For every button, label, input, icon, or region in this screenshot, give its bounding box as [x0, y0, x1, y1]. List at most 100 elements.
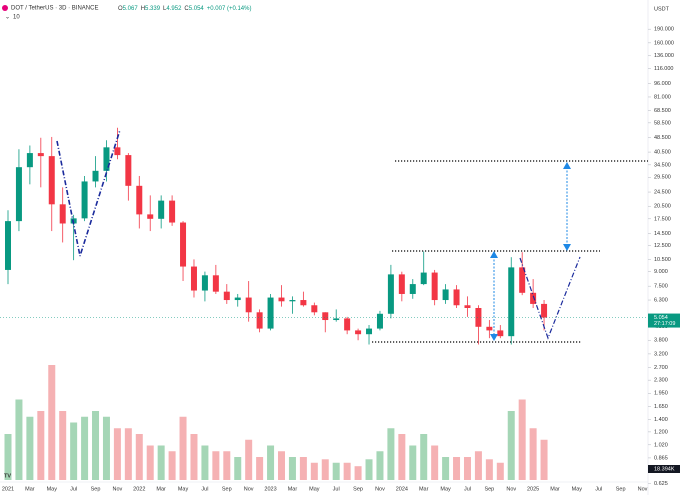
price-tag: 5.054 [654, 315, 668, 321]
y-tick-label: 6.300 [654, 297, 668, 303]
symbol-icon [2, 5, 8, 11]
y-tick-label: 1.020 [654, 442, 668, 448]
volume-bar [409, 445, 417, 480]
volume-bar [223, 451, 231, 480]
y-tick-label: 96.000 [654, 81, 671, 87]
volume-bar [15, 399, 23, 480]
candle-body [366, 328, 373, 335]
candle-body [541, 303, 548, 318]
y-tick-label: 2.700 [654, 365, 668, 371]
volume-bar [48, 365, 56, 480]
y-tick-label: 1.400 [654, 417, 668, 423]
volume-bar [135, 434, 143, 480]
x-tick-label: Jul [333, 486, 340, 492]
y-tick-label: 0.625 [654, 481, 668, 487]
volume-bar [267, 445, 275, 480]
volume-bar [26, 416, 34, 480]
x-tick-label: May [572, 486, 583, 492]
candle-body [431, 272, 438, 301]
candle-body [201, 275, 208, 291]
volume-bar [37, 411, 45, 480]
y-tick-label: 1.200 [654, 429, 668, 435]
volume-bar [190, 434, 198, 480]
y-tick-label: 3.200 [654, 351, 668, 357]
volume-bar [507, 411, 515, 480]
candle-body [190, 266, 197, 291]
volume-bar [81, 416, 89, 480]
x-tick-label: Jul [201, 486, 208, 492]
volume-bar [146, 445, 154, 480]
x-tick-label: Sep [353, 486, 363, 492]
volume-bar [485, 459, 493, 480]
x-tick-label: Sep [616, 486, 626, 492]
volume-bar [278, 451, 285, 480]
price-tag-bg [648, 313, 680, 328]
candle-body [103, 147, 110, 171]
volume-bar [420, 434, 428, 480]
ohlc-value: 5.054 [189, 6, 205, 12]
volume-bar [376, 451, 384, 480]
candle-body [376, 313, 383, 329]
candle-body [48, 156, 55, 205]
y-tick-label: 160.000 [654, 40, 674, 46]
y-tick-label: 12.500 [654, 243, 671, 249]
candle-body [497, 330, 504, 337]
volume-bar [496, 462, 504, 480]
y-tick-label: 29.500 [654, 175, 671, 181]
volume-bar [453, 457, 461, 480]
x-tick-label: Sep [484, 486, 494, 492]
x-tick-label: 2025 [527, 486, 539, 492]
volume-indicator[interactable]: 10 [13, 15, 20, 21]
y-tick-label: 0.865 [654, 455, 668, 461]
y-tick-label: 1.650 [654, 404, 668, 410]
volume-bar [124, 428, 132, 480]
symbol-title[interactable]: DOT / TetherUS · 3D · BINANCE [11, 6, 98, 12]
candle-body [256, 312, 263, 329]
x-tick-label: May [309, 486, 320, 492]
volume-bar [463, 457, 471, 480]
candle-body [158, 200, 165, 219]
volume-bar [354, 466, 362, 480]
ohlc-label: H [141, 6, 145, 12]
candle-body [289, 300, 296, 302]
volume-bar [157, 445, 165, 480]
logo: TV [4, 473, 11, 479]
candle-body [278, 297, 285, 302]
x-tick-label: May [47, 486, 58, 492]
volume-bar [365, 459, 373, 480]
candle-body [267, 297, 274, 329]
volume-tag-bg [648, 465, 680, 473]
x-tick-label: May [178, 486, 189, 492]
x-tick-label: Jul [464, 486, 471, 492]
candle-body [223, 291, 230, 301]
candle-body [387, 274, 394, 314]
volume-bar [168, 451, 176, 480]
candle-body [5, 221, 11, 270]
volume-bar [234, 457, 242, 480]
y-tick-label: 24.500 [654, 190, 671, 196]
volume-bar [201, 445, 209, 480]
volume-bar [431, 445, 439, 480]
candle-body [15, 167, 22, 222]
indicator-caret: ⌄ [5, 15, 10, 21]
volume-bar [245, 439, 253, 480]
candle-body [519, 267, 526, 293]
volume-tag: 18.394K [654, 466, 675, 472]
x-tick-label: 2023 [264, 486, 276, 492]
candle-body [486, 326, 493, 331]
candle-body [147, 214, 154, 219]
candle-body [333, 318, 340, 321]
candle-body [136, 185, 143, 215]
candle-body [169, 200, 176, 223]
axis-unit: USDT [654, 6, 670, 12]
candle-body [300, 300, 307, 306]
y-tick-label: 14.500 [654, 231, 671, 237]
candle-body [355, 330, 362, 335]
candle-body [530, 292, 537, 304]
candle-body [311, 305, 318, 313]
x-tick-label: Nov [638, 486, 648, 492]
volume-bar [321, 459, 329, 480]
x-tick-label: May [440, 486, 451, 492]
candle-body [81, 181, 88, 219]
